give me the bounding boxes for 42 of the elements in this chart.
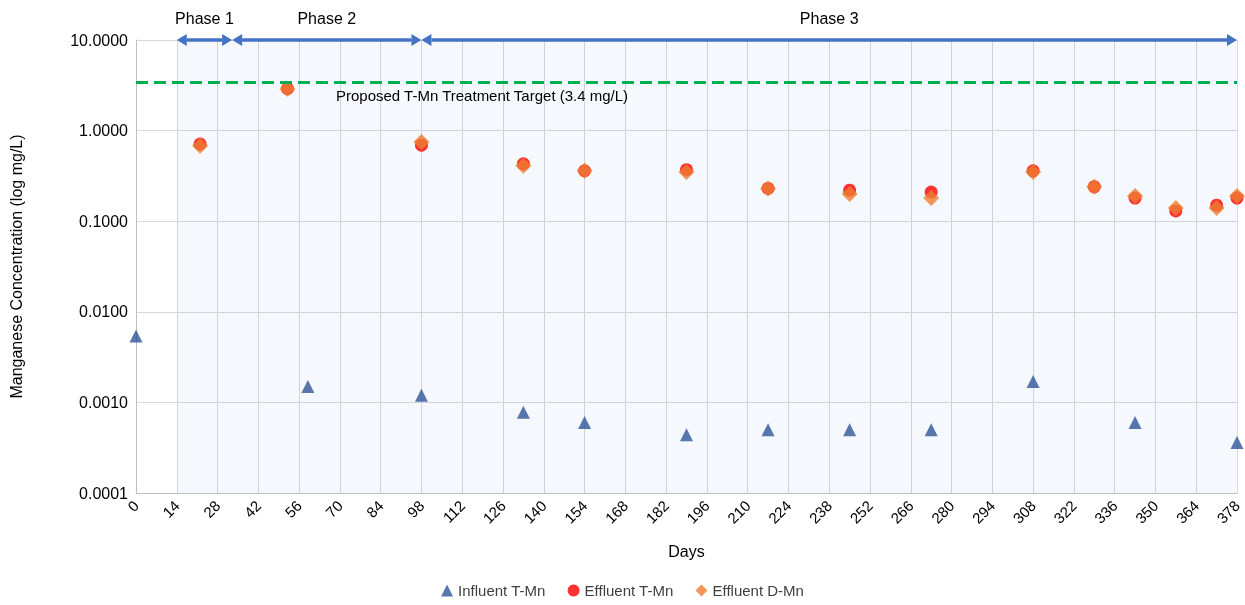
x-tick-label: 42 (240, 496, 265, 521)
x-tick-label: 350 (1131, 496, 1162, 527)
x-tick-label: 154 (560, 496, 591, 527)
x-tick-label: 98 (403, 496, 428, 521)
x-tick-label: 378 (1213, 496, 1244, 527)
x-tick-label: 168 (601, 496, 632, 527)
legend-label: Effluent T-Mn (584, 582, 674, 599)
x-tick-label: 224 (764, 496, 795, 527)
legend-label: Influent T-Mn (458, 582, 546, 599)
x-tick-label: 280 (927, 496, 958, 527)
y-axis-title: Manganese Concentration (log mg/L) (7, 134, 25, 399)
x-tick-label: 196 (683, 496, 713, 527)
x-tick-label: 182 (642, 496, 673, 527)
x-tick-label: 56 (281, 496, 306, 521)
x-tick-label: 28 (199, 496, 224, 521)
band-label: Phase 3 (799, 10, 859, 27)
x-tick-label: 14 (158, 496, 183, 521)
x-tick-label: 322 (1050, 496, 1080, 527)
x-tick-label: 140 (520, 496, 550, 527)
y-tick-label: 0.0010 (79, 393, 129, 411)
x-tick-label: 112 (439, 496, 469, 526)
band-label: Phase 1 (175, 10, 234, 27)
x-axis-title: Days (668, 542, 705, 560)
x-tick-label: 336 (1090, 496, 1121, 527)
y-tick-label: 0.0100 (79, 303, 129, 321)
x-tick-label: 70 (322, 496, 346, 521)
x-tick-label: 308 (1009, 496, 1040, 527)
y-tick-label: 0.0001 (79, 484, 129, 502)
x-tick-label: 84 (362, 496, 387, 521)
y-tick-label: 10.0000 (70, 31, 129, 49)
x-tick-label: 364 (1172, 496, 1203, 527)
y-tick-label: 0.1000 (79, 212, 129, 230)
x-tick-label: 266 (887, 496, 917, 527)
x-tick-label: 210 (723, 496, 754, 527)
x-tick-label: 252 (846, 496, 877, 527)
y-tick-label: 1.0000 (79, 122, 129, 140)
x-tick-label: 126 (479, 496, 510, 527)
band-label: Phase 2 (297, 10, 357, 27)
legend-label: Effluent D-Mn (712, 582, 804, 599)
ref-line-label: Proposed T-Mn Treatment Target (3.4 mg/L) (336, 87, 629, 105)
x-tick-label: 294 (968, 496, 999, 527)
x-tick-label: 238 (805, 496, 836, 527)
